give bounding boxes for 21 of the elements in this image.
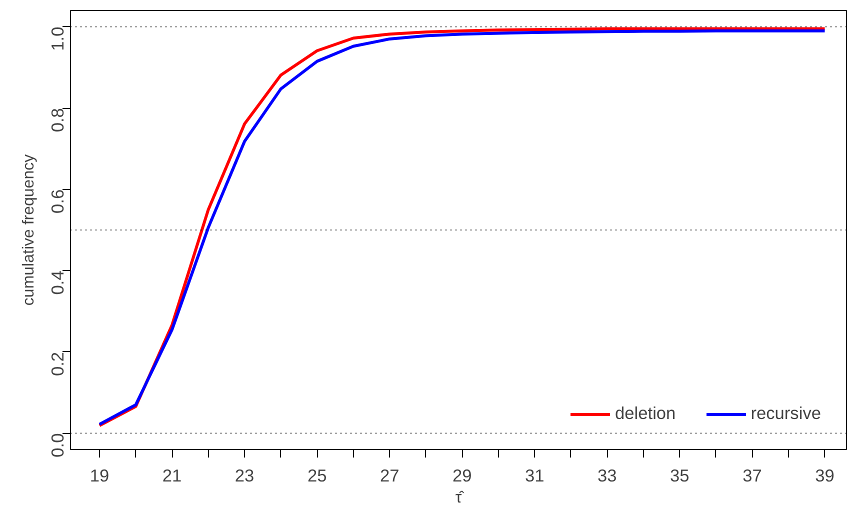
x-tick-label: 19	[90, 466, 110, 486]
y-tick-label: 0.0	[48, 433, 68, 458]
x-tick-label: 39	[815, 466, 834, 486]
x-axis-title: τ̂	[455, 490, 465, 506]
x-tick-label: 31	[525, 466, 544, 486]
x-tick-label: 29	[452, 466, 472, 486]
x-tick-label: 23	[234, 466, 254, 486]
y-tick-label: 1.0	[48, 26, 68, 51]
y-tick-label: 0.6	[48, 189, 68, 214]
x-tick-label: 25	[307, 466, 327, 486]
x-tick-label: 21	[162, 466, 182, 486]
x-tick-label: 37	[742, 466, 762, 486]
x-tick-label: 35	[670, 466, 690, 486]
y-tick-label: 0.8	[48, 108, 68, 132]
y-tick-label: 0.2	[48, 352, 68, 376]
x-tick-label: 27	[380, 466, 400, 486]
legend-label: deletion	[615, 403, 676, 424]
x-tick-label: 33	[598, 466, 617, 486]
legend-label: recursive	[750, 403, 821, 424]
y-tick-label: 0.4	[48, 270, 68, 295]
y-axis-title: cumulative frequency	[20, 154, 38, 306]
